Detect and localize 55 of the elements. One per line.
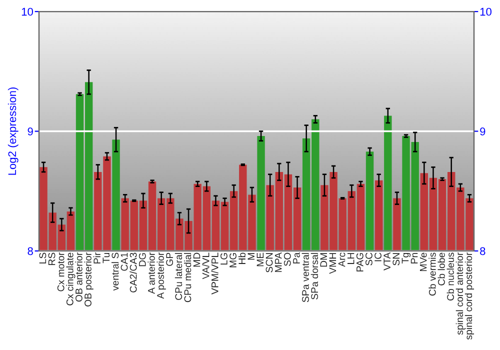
y2-tick-label: 8 (480, 247, 486, 256)
x-tick-label: VTA (384, 252, 390, 270)
x-tick-label: ME (256, 252, 264, 266)
x-tick-label: PAG (356, 253, 364, 272)
x-tick-label: GP (166, 252, 174, 266)
x-tick-label: SN (392, 253, 400, 266)
x-tick-label: Arc (338, 252, 346, 267)
x-tick-label: Pir (93, 252, 100, 264)
x-tick-label: DM (320, 253, 327, 267)
x-tick-label: VPM/VPL (211, 252, 218, 294)
y-tick-label: 9 (28, 128, 33, 136)
x-tick-label: SPa ventral (302, 252, 309, 302)
x-tick-label: MG (230, 253, 236, 268)
x-tick-label: MVe (420, 252, 427, 271)
x-tick-label: CA2/CA3 (130, 252, 137, 292)
y2-tick-label: 9 (480, 128, 486, 136)
x-tick-label: spinal cord posterior (464, 252, 474, 340)
x-tick-label: CPu medial (184, 252, 192, 302)
x-tick-label: M (248, 253, 254, 260)
x-tick-label: CA1 (120, 252, 128, 271)
x-tick-label: VA/VL (202, 252, 210, 280)
x-tick-label: Pn (410, 252, 418, 264)
x-tick-label: SC (366, 252, 372, 266)
x-tick-label: RS (48, 252, 56, 266)
x-tick-label: SPa dorsal (310, 252, 318, 300)
x-tick-label: Cb vermis (428, 252, 436, 296)
x-tick-label: A posterior (156, 252, 166, 299)
y-tick-label: 10 (22, 8, 34, 16)
x-tick-label: A anterior (148, 252, 155, 294)
y2-tick-label: 10 (480, 8, 492, 16)
x-tick-label: OB posterior (84, 252, 94, 306)
x-tick-label: LG (220, 253, 228, 265)
x-tick-label: Pa (293, 252, 300, 264)
x-tick-label: OB anterior (75, 252, 82, 302)
x-tick-label: CPu lateral (174, 252, 182, 300)
x-tick-label: Cx cingulate (66, 252, 76, 306)
x-tick-label: spinal cord anterior (456, 252, 465, 335)
x-tick-label: Hb (238, 252, 246, 264)
x-tick-label: SCN (266, 253, 273, 272)
x-tick-label: SO (284, 252, 291, 266)
x-tick-label: DG (138, 253, 146, 266)
x-tick-label: LH (347, 253, 354, 264)
x-tick-label: Cx motor (57, 252, 64, 292)
x-tick-label: Tg (402, 252, 411, 264)
x-tick-label: ventral S (112, 252, 119, 291)
x-tick-label: Cb lobe (438, 252, 445, 286)
x-tick-label: MPA (274, 252, 282, 272)
x-tick-label: VMH (329, 253, 336, 274)
x-tick-label: MD (193, 252, 200, 267)
x-tick-label: Cb nucleus (446, 252, 454, 300)
x-tick-label: LS (39, 252, 46, 264)
x-tick-label: Tu (102, 252, 110, 264)
x-tick-label: IC (374, 252, 382, 262)
y-axis-title: Log2 (expression) (8, 87, 18, 175)
y-tick-label: 8 (28, 247, 33, 256)
